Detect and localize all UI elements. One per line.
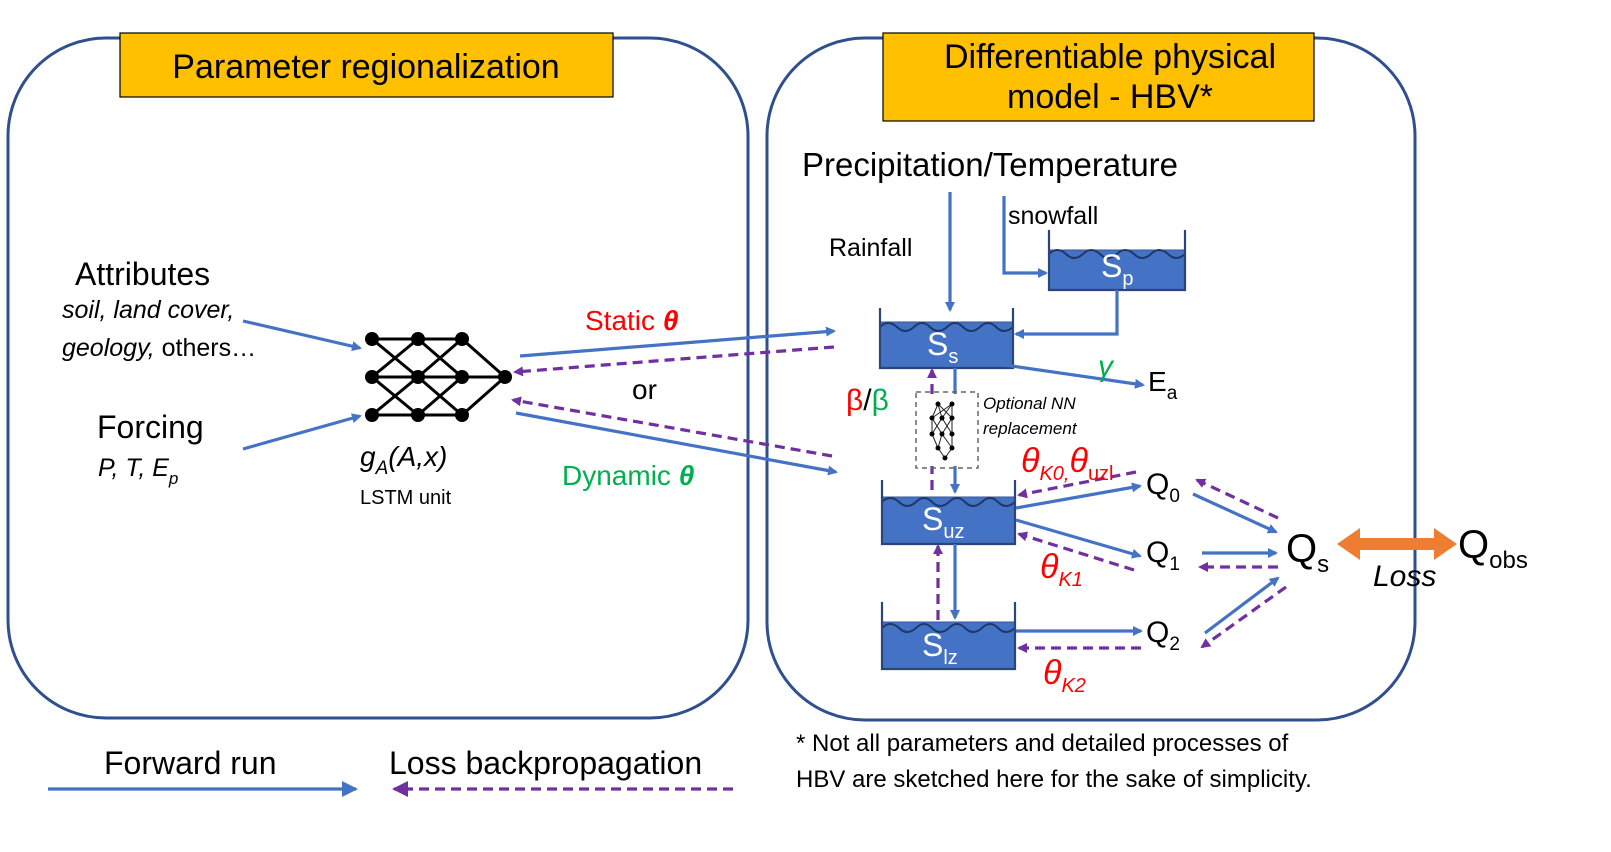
- right-panel-title-line2: model - HBV*: [1007, 78, 1213, 116]
- tank-sp-label: Sp: [1101, 248, 1133, 290]
- q0-backprop-arrow: [1017, 470, 1137, 499]
- dynamic-forward-arrow: [515, 411, 838, 476]
- melt-arrow: [1014, 290, 1119, 339]
- optional-nn-icon: [915, 391, 979, 469]
- q2-label: Q2: [1146, 616, 1180, 655]
- legend-forward-label: Forward run: [104, 745, 277, 781]
- static-forward-arrow: [519, 326, 836, 358]
- rainfall-label: Rainfall: [829, 234, 912, 262]
- q2-to-qs-arrow: [1204, 576, 1280, 635]
- legend-backprop-label: Loss backpropagation: [389, 745, 702, 781]
- theta-k2-label: θK2: [1043, 654, 1086, 697]
- q1-label: Q1: [1146, 536, 1180, 575]
- suz-to-q0-arrow: [1015, 482, 1142, 510]
- static-theta-label: Static θ: [585, 305, 679, 336]
- qobs-label: Qobs: [1458, 523, 1528, 574]
- attributes-arrow: [242, 319, 362, 352]
- optional-nn-label-line1: Optional NN: [983, 394, 1076, 413]
- forcing-label: Forcing: [97, 409, 204, 445]
- left-title-box: Parameter regionalization: [119, 32, 614, 98]
- tank-suz: Suz: [880, 480, 1017, 546]
- suz-to-q1-arrow: [1015, 518, 1142, 559]
- optional-nn-label-line2: replacement: [983, 419, 1078, 438]
- footnote-line1: * Not all parameters and detailed proces…: [796, 730, 1289, 757]
- static-backprop-arrow: [513, 345, 835, 377]
- forcing-detail: P, T, Ep: [98, 454, 178, 488]
- qs-to-q0-backprop: [1195, 478, 1279, 520]
- tank-ss: Ss: [878, 308, 1015, 370]
- attributes-detail-line2: geology, others…: [62, 334, 256, 362]
- gamma-label: γ: [1098, 350, 1115, 383]
- theta-k1-label: θK1: [1040, 548, 1083, 591]
- right-title-box: Differentiable physical model - HBV*: [882, 32, 1315, 122]
- tank-sp: Sp: [1047, 230, 1187, 292]
- q0-to-qs-arrow: [1192, 492, 1278, 534]
- attributes-label: Attributes: [75, 256, 210, 292]
- left-panel-title: Parameter regionalization: [172, 48, 559, 86]
- ea-label: Ea: [1148, 366, 1178, 404]
- snowfall-label: snowfall: [1008, 202, 1098, 230]
- tank-ss-label: Ss: [927, 326, 958, 368]
- tank-slz-label: Slz: [922, 627, 958, 669]
- loss-double-arrow: [1337, 528, 1457, 560]
- dynamic-theta-label: Dynamic θ: [562, 460, 695, 491]
- loss-label: Loss: [1373, 560, 1436, 593]
- forcing-arrow: [242, 413, 362, 451]
- q0-label: Q0: [1146, 468, 1180, 507]
- theta-k0-uzl-label: θK0,θuzl: [1021, 442, 1114, 485]
- or-label: or: [632, 374, 657, 405]
- tank-suz-label: Suz: [922, 501, 964, 543]
- attributes-detail-line1: soil, land cover,: [62, 296, 234, 324]
- dynamic-backprop-arrow: [511, 396, 833, 458]
- beta-label: β/β: [846, 384, 889, 417]
- qs-to-q2-backprop: [1200, 585, 1287, 649]
- tank-slz: Slz: [880, 602, 1017, 671]
- right-panel-title-line1: Differentiable physical: [944, 38, 1276, 76]
- lstm-function-label: gA(A,x): [360, 441, 447, 479]
- precip-temp-label: Precipitation/Temperature: [802, 146, 1178, 183]
- footnote-line2: HBV are sketched here for the sake of si…: [796, 766, 1312, 793]
- qs-label: Qs: [1286, 527, 1329, 578]
- lstm-network-icon: [365, 332, 512, 422]
- evap-arrow: [1004, 363, 1145, 389]
- q1-backprop-arrow: [1017, 531, 1135, 572]
- snowfall-arrow: [1002, 196, 1048, 278]
- lstm-unit-label: LSTM unit: [360, 487, 452, 509]
